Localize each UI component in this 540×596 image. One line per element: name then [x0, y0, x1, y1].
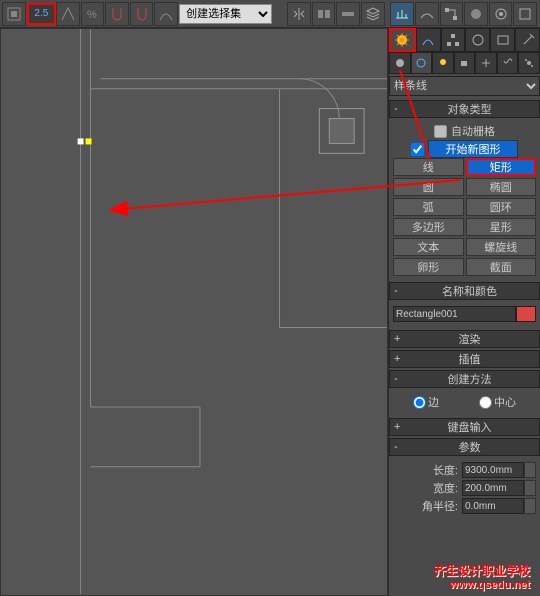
display-tab[interactable]: [490, 28, 515, 52]
rectangle-button[interactable]: 矩形: [466, 158, 537, 176]
autogrid-checkbox[interactable]: [434, 125, 447, 138]
text-button[interactable]: 文本: [393, 238, 464, 256]
mirror-icon[interactable]: [287, 2, 311, 26]
geometry-subtab[interactable]: [389, 52, 411, 74]
percent-snap-icon[interactable]: %: [81, 2, 105, 26]
interpolation-title[interactable]: +插值: [389, 350, 540, 368]
align-icon[interactable]: [312, 2, 336, 26]
cameras-subtab[interactable]: [454, 52, 476, 74]
color-swatch[interactable]: [516, 306, 536, 322]
shapes-subtab[interactable]: [411, 52, 433, 74]
length-label: 长度:: [393, 462, 462, 478]
snap-value[interactable]: 2.5: [27, 3, 57, 25]
creation-method-title[interactable]: -创建方法: [389, 370, 540, 388]
startnew-checkbox[interactable]: [411, 143, 424, 156]
parameters-title[interactable]: -参数: [389, 438, 540, 456]
corner-radius-input[interactable]: [462, 498, 524, 514]
watermark-line2: www.qsedu.net: [434, 579, 530, 591]
keyboard-entry-title[interactable]: +键盘输入: [389, 418, 540, 436]
render-icon[interactable]: [513, 2, 537, 26]
width-label: 宽度:: [393, 480, 462, 496]
edge-radio[interactable]: [413, 396, 426, 409]
main-toolbar: 2.5 % 创建选择集: [0, 0, 540, 28]
star-button[interactable]: 星形: [466, 218, 537, 236]
object-type-title[interactable]: -对象类型: [389, 100, 540, 118]
width-spinner[interactable]: [524, 480, 536, 496]
edge-radio-label[interactable]: 边: [413, 394, 439, 410]
helpers-subtab[interactable]: [475, 52, 497, 74]
width-input[interactable]: [462, 480, 524, 496]
align2-icon[interactable]: [336, 2, 360, 26]
helix-button[interactable]: 螺旋线: [466, 238, 537, 256]
svg-text:%: %: [87, 9, 97, 21]
ellipse-button[interactable]: 椭圆: [466, 178, 537, 196]
length-input[interactable]: [462, 462, 524, 478]
arc-button[interactable]: 弧: [393, 198, 464, 216]
ngon-button[interactable]: 多边形: [393, 218, 464, 236]
parameters-rollout: -参数 长度: 宽度: 角半径:: [389, 438, 540, 520]
spacewarps-subtab[interactable]: [497, 52, 519, 74]
watermark: 齐生设计职业学校 www.qsedu.net: [434, 562, 530, 591]
create-subtabs: [389, 52, 540, 74]
arc-icon[interactable]: [154, 2, 178, 26]
render-setup-icon[interactable]: [489, 2, 513, 26]
line-button[interactable]: 线: [393, 158, 464, 176]
category-dropdown[interactable]: 样条线: [389, 76, 540, 96]
donut-button[interactable]: 圆环: [466, 198, 537, 216]
center-radio-label[interactable]: 中心: [479, 394, 516, 410]
circle-button[interactable]: 圆: [393, 178, 464, 196]
viewport[interactable]: [0, 28, 388, 596]
material-icon[interactable]: [464, 2, 488, 26]
toggle-btn[interactable]: [2, 2, 26, 26]
graph-icon[interactable]: [390, 2, 414, 26]
autogrid-label: 自动栅格: [451, 123, 495, 139]
name-color-title[interactable]: -名称和颜色: [389, 282, 540, 300]
lights-subtab[interactable]: [432, 52, 454, 74]
angle-snap-icon[interactable]: [56, 2, 80, 26]
motion-tab[interactable]: [465, 28, 490, 52]
selection-set-dropdown[interactable]: 创建选择集: [179, 4, 272, 24]
center-radio[interactable]: [479, 396, 492, 409]
corner-radius-spinner[interactable]: [524, 498, 536, 514]
panel-main-tabs: [389, 28, 540, 52]
creation-method-rollout: -创建方法 边 中心: [389, 370, 540, 416]
object-name-input[interactable]: [393, 306, 516, 322]
utilities-tab[interactable]: [515, 28, 540, 52]
rendering-title[interactable]: +渲染: [389, 330, 540, 348]
magnet-icon[interactable]: [105, 2, 129, 26]
hierarchy-tab[interactable]: [441, 28, 466, 52]
length-spinner[interactable]: [524, 462, 536, 478]
corner-radius-label: 角半径:: [393, 498, 462, 514]
section-button[interactable]: 截面: [466, 258, 537, 276]
schematic-icon[interactable]: [440, 2, 464, 26]
layers-icon[interactable]: [361, 2, 385, 26]
systems-subtab[interactable]: [518, 52, 540, 74]
curve-editor-icon[interactable]: [415, 2, 439, 26]
command-panel: 样条线 -对象类型 自动栅格 开始新图形 线 矩形 圆 椭圆 弧 圆环 多边形 …: [388, 28, 540, 596]
modify-tab[interactable]: [416, 28, 441, 52]
magnet2-icon[interactable]: [130, 2, 154, 26]
name-color-rollout: -名称和颜色: [389, 282, 540, 328]
object-type-rollout: -对象类型 自动栅格 开始新图形 线 矩形 圆 椭圆 弧 圆环 多边形 星形 文…: [389, 100, 540, 280]
egg-button[interactable]: 卵形: [393, 258, 464, 276]
create-tab[interactable]: [389, 28, 416, 52]
watermark-line1: 齐生设计职业学校: [434, 562, 530, 579]
start-new-shape-button[interactable]: 开始新图形: [428, 140, 518, 158]
